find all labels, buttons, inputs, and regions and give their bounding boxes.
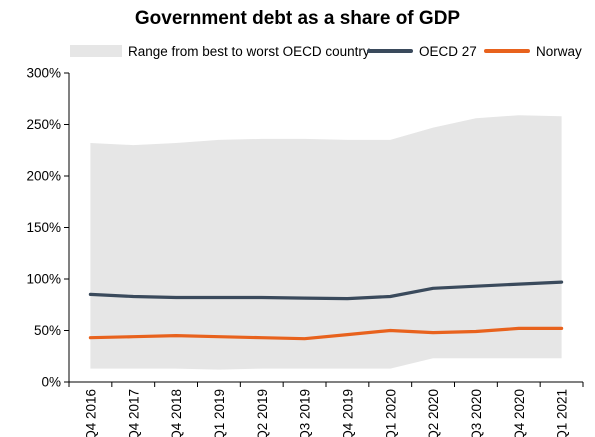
legend-item-oecd: OECD 27 [367, 41, 477, 61]
legend-swatch-oecd [367, 49, 413, 53]
legend-label-range: Range from best to worst OECD country [128, 43, 370, 59]
legend: Range from best to worst OECD country OE… [0, 41, 595, 61]
chart-title: Government debt as a share of GDP [134, 8, 461, 29]
legend-swatch-norway [484, 49, 530, 53]
y-tick-label: 300% [26, 66, 61, 81]
x-tick-label: Q3 2019 [298, 389, 313, 437]
x-tick-label: Q1 2021 [555, 389, 570, 437]
legend-item-norway: Norway [484, 41, 582, 61]
x-tick-label: Q1 2020 [383, 389, 398, 437]
x-tick-label: Q3 2020 [469, 389, 484, 437]
series-line-norway [88, 326, 564, 341]
x-tick-label: Q2 2020 [426, 389, 441, 437]
legend-label-oecd: OECD 27 [419, 43, 477, 59]
x-tick-label: Q4 2019 [340, 389, 355, 437]
x-tick-label: Q4 2020 [512, 389, 527, 437]
legend-label-norway: Norway [536, 43, 582, 59]
x-tick-label: Q4 2016 [83, 389, 98, 437]
y-tick-label: 250% [26, 117, 61, 132]
y-tick-label: 0% [41, 375, 61, 390]
x-tick-label: Q4 2017 [126, 389, 141, 437]
series-line-oecd-27 [88, 280, 564, 301]
x-tick-label: Q1 2019 [212, 389, 227, 437]
y-tick-label: 200% [26, 169, 61, 184]
x-tick-label: Q2 2019 [255, 389, 270, 437]
range-band [90, 115, 562, 370]
legend-item-range: Range from best to worst OECD country [70, 41, 370, 61]
x-tick-label: Q4 2018 [169, 389, 184, 437]
legend-swatch-range [70, 45, 122, 57]
y-tick-label: 50% [34, 323, 61, 338]
y-tick-label: 150% [26, 220, 61, 235]
y-tick-label: 100% [26, 272, 61, 287]
